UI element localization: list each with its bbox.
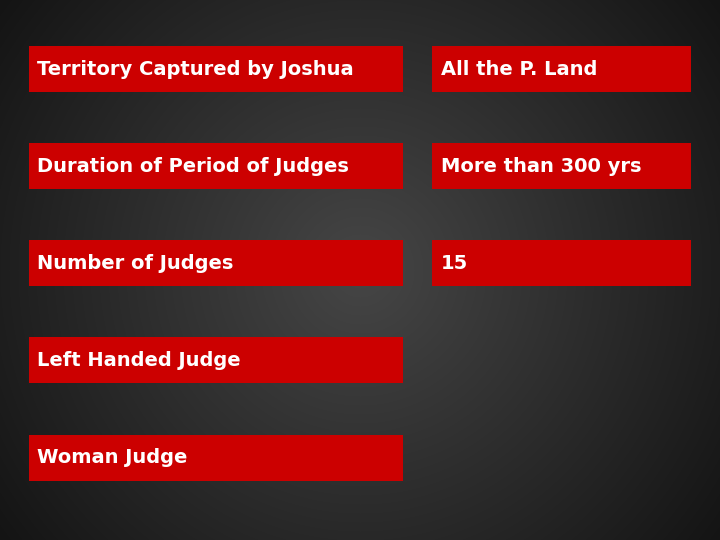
Bar (29, 338, 403, 383)
Text: 15: 15 (441, 254, 468, 273)
Bar (29, 435, 403, 481)
Text: Left Handed Judge: Left Handed Judge (37, 351, 241, 370)
Text: Territory Captured by Joshua: Territory Captured by Joshua (37, 59, 354, 79)
Text: More than 300 yrs: More than 300 yrs (441, 157, 641, 176)
Bar (29, 240, 403, 286)
Bar (29, 143, 403, 189)
Bar (432, 143, 691, 189)
Text: Number of Judges: Number of Judges (37, 254, 234, 273)
Bar (432, 240, 691, 286)
Text: Woman Judge: Woman Judge (37, 448, 188, 468)
Bar (29, 46, 403, 92)
Text: Duration of Period of Judges: Duration of Period of Judges (37, 157, 349, 176)
Bar (432, 46, 691, 92)
Text: All the P. Land: All the P. Land (441, 59, 597, 79)
